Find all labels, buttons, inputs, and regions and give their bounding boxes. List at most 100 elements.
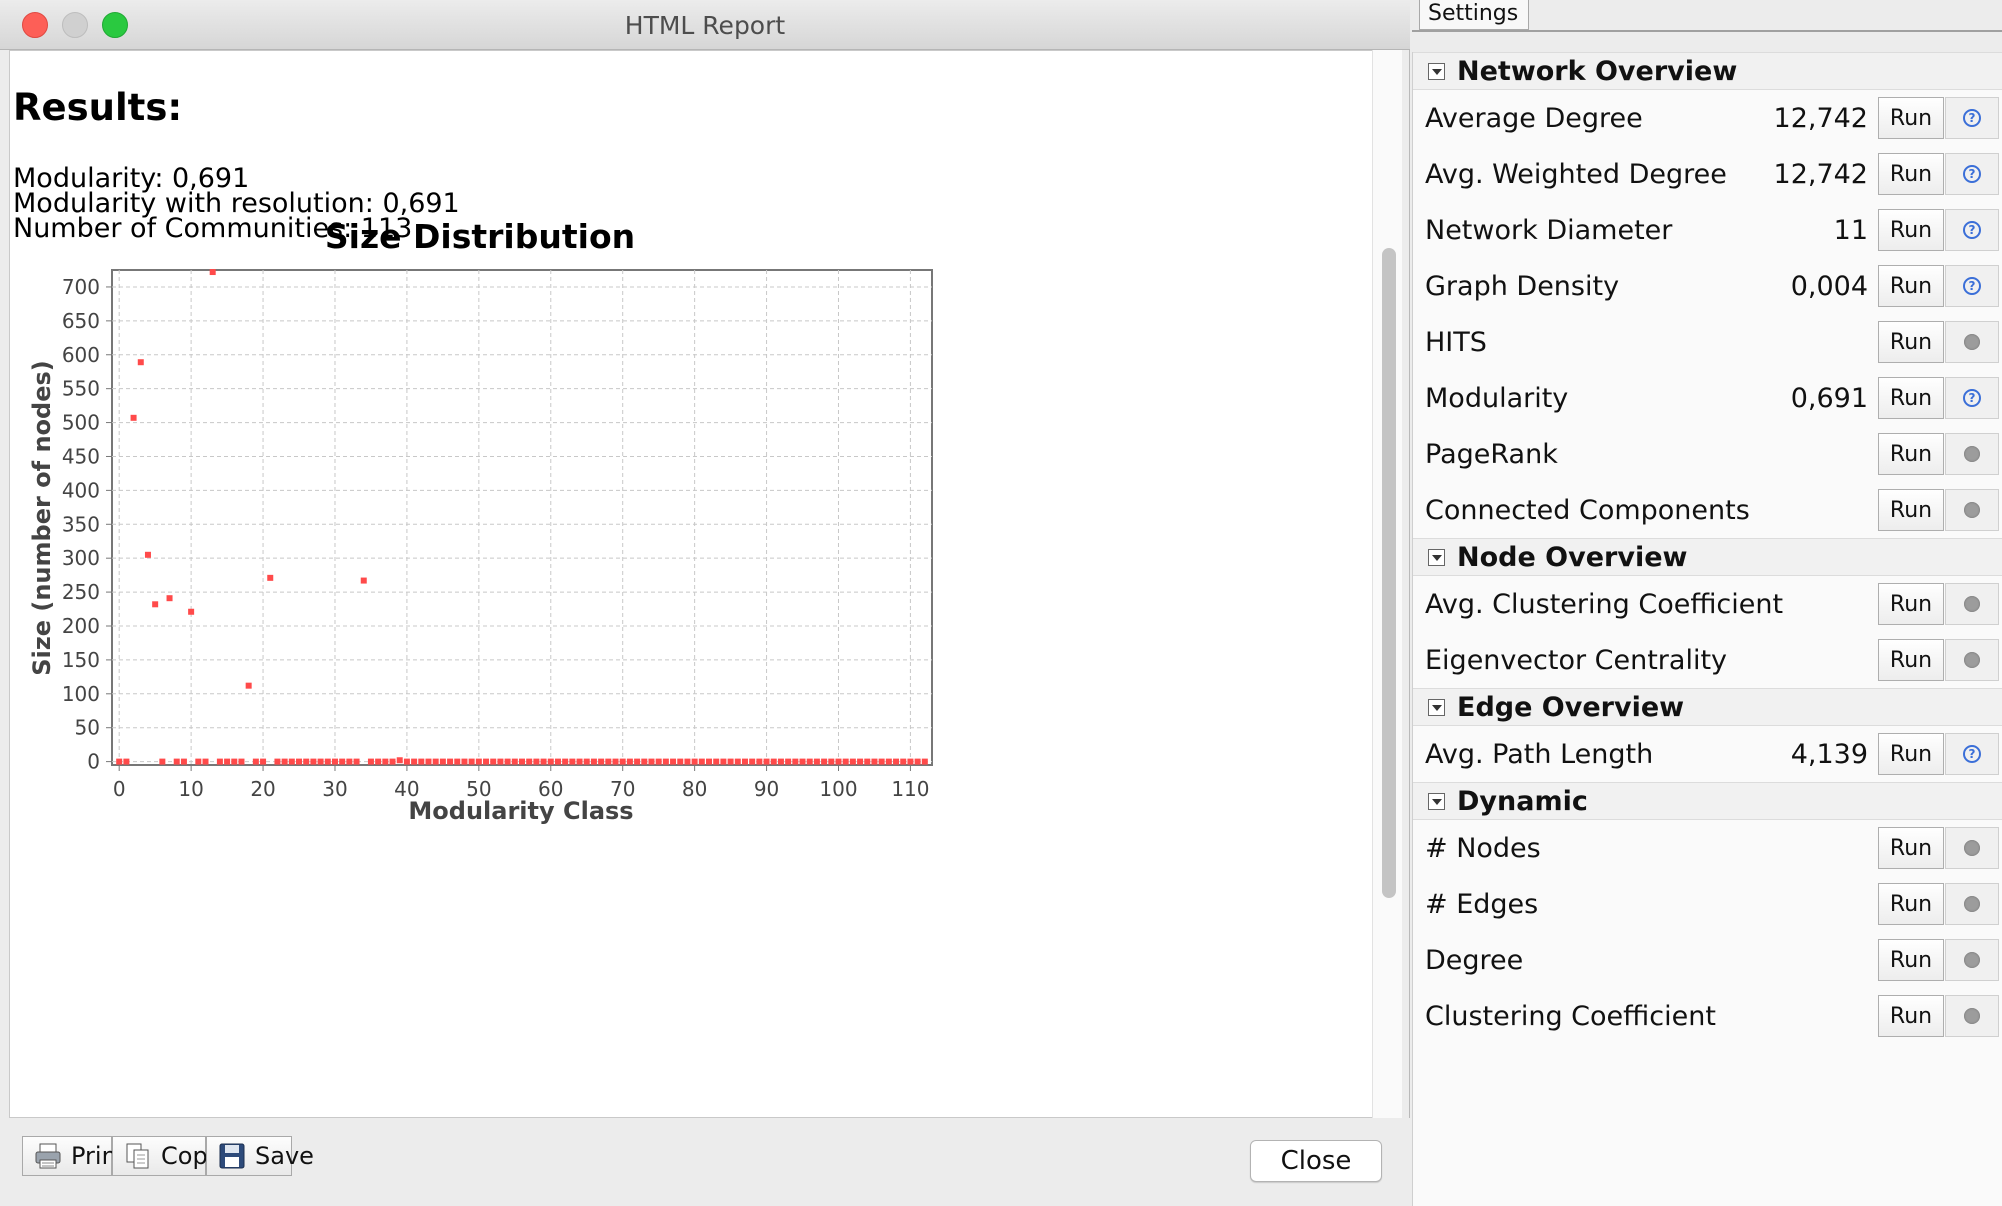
collapse-toggle-icon[interactable] [1428,548,1445,566]
data-point [900,758,907,765]
run-button[interactable]: Run [1878,209,1944,251]
report-content: Results: Modularity: 0,691 Modularity wi… [9,50,1380,1118]
data-point [454,758,461,765]
copy-button[interactable]: Copy [112,1136,222,1176]
data-point [921,758,928,765]
report-help-button[interactable]: ? [1945,265,1999,307]
data-point [662,758,669,765]
data-point [849,758,856,765]
y-tick-label: 250 [62,580,100,604]
report-help-button[interactable]: ? [1945,153,1999,195]
statistic-row: HITS Run [1413,314,2002,370]
data-point [547,758,554,765]
run-button[interactable]: Run [1878,639,1944,681]
y-tick-label: 50 [75,716,100,740]
data-point [403,758,410,765]
close-button[interactable]: Close [1250,1140,1382,1182]
scrollbar-thumb[interactable] [1382,248,1396,898]
statistic-name: Avg. Path Length [1425,738,1654,770]
y-tick-label: 150 [62,648,100,672]
run-button[interactable]: Run [1878,377,1944,419]
window-zoom-button[interactable] [102,12,128,38]
section-header[interactable]: Dynamic [1413,782,2002,820]
help-icon: ? [1963,745,1981,763]
data-point [741,758,748,765]
x-tick-label: 10 [178,777,203,801]
run-button[interactable]: Run [1878,883,1944,925]
x-tick-label: 40 [394,777,419,801]
run-button[interactable]: Run [1878,827,1944,869]
statistic-name: Clustering Coefficient [1425,1000,1716,1032]
report-help-button[interactable]: ? [1945,733,1999,775]
run-button[interactable]: Run [1878,583,1944,625]
run-button[interactable]: Run [1878,153,1944,195]
save-button[interactable]: Save [206,1136,314,1176]
data-point [684,758,691,765]
report-help-button[interactable]: ? [1945,377,1999,419]
section-title: Dynamic [1457,785,1588,817]
run-button[interactable]: Run [1878,489,1944,531]
statistic-value: 12,742 [1773,158,1868,190]
help-icon: ? [1963,221,1981,239]
data-point [641,758,648,765]
statistic-name: HITS [1425,326,1487,358]
data-point [756,758,763,765]
run-button[interactable]: Run [1878,433,1944,475]
data-point [382,758,389,765]
data-point [130,414,137,421]
x-tick-label: 20 [250,777,275,801]
run-button[interactable]: Run [1878,321,1944,363]
window-close-button[interactable] [22,12,48,38]
vertical-scrollbar[interactable] [1372,50,1402,1118]
statistic-row: PageRank Run [1413,426,2002,482]
data-point [116,758,123,765]
data-point [411,758,418,765]
axis-ticks: 0501001502002503003504004505005506006507… [62,275,930,801]
tab-settings[interactable]: Settings [1419,0,1529,30]
collapse-toggle-icon[interactable] [1428,62,1445,80]
status-indicator [1945,433,1999,475]
run-button[interactable]: Run [1878,265,1944,307]
data-point [339,758,346,765]
section-header[interactable]: Node Overview [1413,538,2002,576]
run-button[interactable]: Run [1878,995,1944,1037]
statistic-name: # Edges [1425,888,1539,920]
status-dot-icon [1964,896,1980,912]
section-header[interactable]: Edge Overview [1413,688,2002,726]
section-header[interactable]: Network Overview [1413,52,2002,90]
status-indicator [1945,827,1999,869]
report-help-button[interactable]: ? [1945,97,1999,139]
data-point [590,758,597,765]
data-point [554,758,561,765]
data-point [770,758,777,765]
run-button[interactable]: Run [1878,939,1944,981]
data-point [533,758,540,765]
collapse-toggle-icon[interactable] [1428,698,1445,716]
data-point [367,758,374,765]
statistic-value: 0,691 [1790,382,1868,414]
print-button[interactable]: Print [22,1136,126,1176]
statistic-row: Avg. Path Length 4,139 Run? [1413,726,2002,782]
data-point [813,758,820,765]
status-indicator [1945,883,1999,925]
statistic-name: Avg. Weighted Degree [1425,158,1727,190]
data-point [727,758,734,765]
status-indicator [1945,939,1999,981]
statistic-name: Degree [1425,944,1524,976]
data-point [749,758,756,765]
data-point [396,757,403,764]
data-point [511,758,518,765]
run-button[interactable]: Run [1878,733,1944,775]
run-button[interactable]: Run [1878,97,1944,139]
x-tick-label: 90 [754,777,779,801]
statistic-name: Average Degree [1425,102,1643,134]
data-point [526,758,533,765]
window-titlebar[interactable]: HTML Report [0,0,1410,50]
data-point [432,758,439,765]
report-help-button[interactable]: ? [1945,209,1999,251]
window-minimize-button[interactable] [62,12,88,38]
data-point [598,758,605,765]
help-icon: ? [1963,277,1981,295]
collapse-toggle-icon[interactable] [1428,792,1445,810]
y-axis-label: Size (number of nodes) [28,360,56,675]
